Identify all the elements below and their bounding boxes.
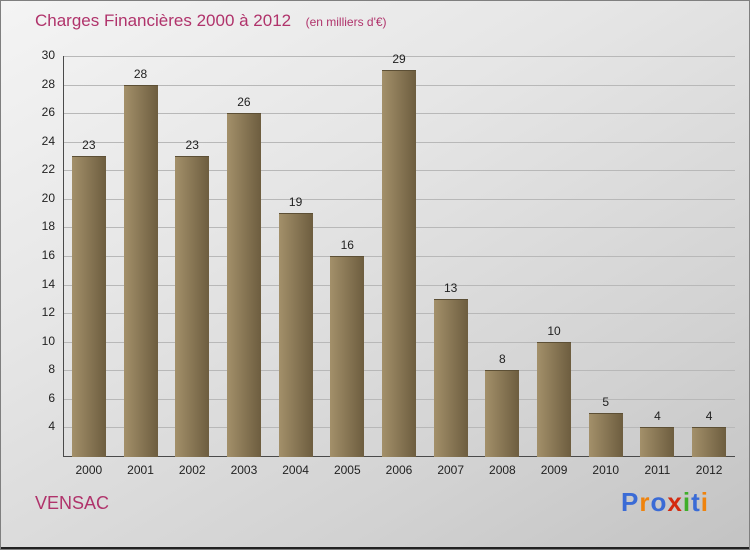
- bar: [433, 298, 468, 457]
- logo-letter: i: [682, 487, 692, 517]
- bar-value-label: 28: [133, 66, 148, 81]
- organization-label: VENSAC: [35, 493, 110, 513]
- y-axis-tick-label: 10: [41, 333, 55, 348]
- bar: [382, 70, 416, 457]
- bar: [226, 113, 261, 457]
- x-axis-tick-label: 2009: [540, 463, 568, 477]
- bar: [640, 427, 675, 457]
- y-axis-tick-label: 6: [48, 390, 55, 405]
- y-axis-tick-label: 16: [41, 248, 55, 262]
- bar: [278, 213, 313, 457]
- chart-title: Charges Financières 2000 à 2012: [35, 11, 292, 30]
- y-axis-tick-label: 22: [41, 162, 55, 177]
- x-axis-tick-label: 2001: [127, 463, 154, 477]
- bar-value-label: 19: [288, 195, 303, 210]
- bar-value-label: 23: [185, 138, 199, 152]
- y-axis-tick-label: 24: [41, 133, 55, 148]
- y-axis-tick-label: 4: [48, 419, 55, 434]
- x-axis-tick-label: 2006: [385, 463, 413, 477]
- bar-value-label: 29: [392, 52, 406, 67]
- logo-letter: t: [691, 487, 701, 517]
- logo-letter: o: [650, 487, 668, 517]
- bar: [71, 156, 106, 457]
- x-axis-tick-label: 2003: [230, 463, 258, 477]
- logo-letter: P: [621, 487, 640, 517]
- x-axis-tick-label: 2011: [644, 463, 671, 477]
- logo-letter: r: [639, 487, 651, 517]
- bar: [123, 84, 158, 457]
- bar-value-label: 26: [237, 95, 251, 110]
- bar-value-label: 23: [82, 138, 96, 152]
- bar-value-label: 13: [444, 280, 458, 295]
- bar-value-label: 8: [499, 352, 506, 367]
- bar-value-label: 10: [547, 323, 561, 338]
- y-axis-tick-label: 26: [41, 105, 55, 120]
- bar-value-label: 5: [602, 395, 610, 410]
- bar: [175, 156, 210, 457]
- y-axis-tick-label: 30: [41, 48, 55, 62]
- x-axis-tick-label: 2008: [489, 463, 516, 477]
- y-axis-tick-label: 28: [41, 76, 55, 91]
- y-axis-tick-label: 14: [41, 276, 55, 291]
- bar: [485, 370, 520, 457]
- logo-letter: i: [700, 487, 709, 517]
- x-axis-tick-label: 2007: [437, 463, 465, 477]
- y-axis-tick-label: 12: [41, 305, 55, 320]
- bar: [588, 413, 623, 457]
- bar-value-label: 4: [654, 409, 661, 424]
- x-axis-tick-label: 2010: [592, 463, 620, 477]
- chart-header: Charges Financières 2000 à 2012 (en mill…: [35, 11, 387, 31]
- proxiti-logo: Proxiti: [621, 487, 709, 518]
- y-axis-tick-label: 20: [41, 190, 55, 205]
- y-axis-tick-label: 18: [41, 219, 55, 234]
- y-axis-line: [63, 56, 64, 456]
- bar: [692, 427, 727, 457]
- x-axis-tick-label: 2004: [282, 463, 309, 477]
- x-axis-tick-label: 2012: [695, 463, 723, 477]
- x-axis-tick-label: 2005: [333, 463, 361, 477]
- logo-letter: x: [667, 487, 683, 517]
- bar-value-label: 16: [340, 238, 354, 252]
- bar: [537, 341, 572, 457]
- bar: [330, 256, 365, 457]
- bottom-border: [1, 547, 749, 549]
- y-axis-tick-label: 8: [48, 362, 55, 377]
- chart-subtitle: (en milliers d'€): [305, 15, 387, 29]
- bar-value-label: 4: [705, 409, 713, 424]
- x-axis-tick-label: 2002: [178, 463, 206, 477]
- gridline: [63, 56, 735, 57]
- x-axis-tick-label: 2000: [75, 463, 103, 477]
